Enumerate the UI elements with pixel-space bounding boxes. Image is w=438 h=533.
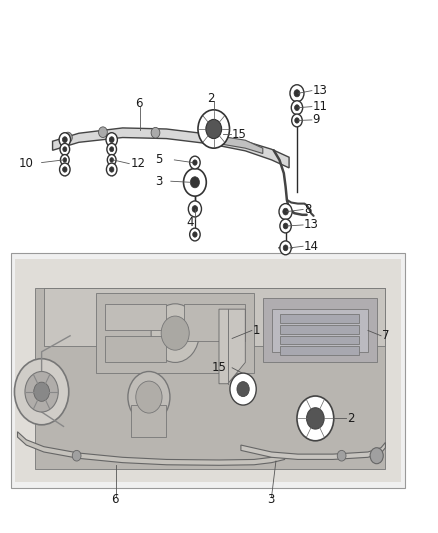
Text: 6: 6 bbox=[111, 494, 119, 506]
Polygon shape bbox=[105, 304, 166, 330]
Bar bbox=[11, 253, 405, 488]
Circle shape bbox=[193, 232, 197, 237]
Circle shape bbox=[151, 127, 160, 138]
Text: 9: 9 bbox=[313, 114, 320, 126]
Text: 15: 15 bbox=[212, 361, 227, 374]
Polygon shape bbox=[280, 336, 359, 344]
Circle shape bbox=[280, 219, 291, 233]
Circle shape bbox=[206, 119, 222, 139]
Text: 15: 15 bbox=[232, 128, 247, 141]
Circle shape bbox=[307, 408, 324, 429]
Circle shape bbox=[230, 373, 256, 405]
Circle shape bbox=[237, 382, 249, 397]
Circle shape bbox=[295, 105, 299, 110]
Text: 13: 13 bbox=[313, 84, 328, 97]
Circle shape bbox=[99, 127, 107, 138]
Polygon shape bbox=[241, 442, 385, 459]
Text: 8: 8 bbox=[304, 203, 311, 216]
Polygon shape bbox=[263, 298, 377, 362]
Polygon shape bbox=[131, 405, 166, 437]
Circle shape bbox=[60, 163, 70, 176]
Bar bbox=[15, 259, 401, 482]
Circle shape bbox=[107, 155, 116, 165]
Circle shape bbox=[107, 143, 117, 155]
Circle shape bbox=[63, 158, 67, 162]
Text: 2: 2 bbox=[347, 412, 355, 425]
Circle shape bbox=[64, 132, 72, 143]
Polygon shape bbox=[18, 432, 285, 465]
Circle shape bbox=[294, 90, 300, 97]
Circle shape bbox=[128, 372, 170, 423]
Text: 5: 5 bbox=[155, 154, 162, 166]
Text: 11: 11 bbox=[313, 100, 328, 113]
Circle shape bbox=[191, 177, 199, 188]
Text: 10: 10 bbox=[19, 157, 34, 170]
Polygon shape bbox=[219, 309, 245, 384]
Circle shape bbox=[110, 158, 113, 162]
Circle shape bbox=[60, 143, 70, 155]
Circle shape bbox=[151, 304, 199, 362]
Text: 2: 2 bbox=[207, 92, 215, 105]
Text: 1: 1 bbox=[253, 324, 261, 337]
Polygon shape bbox=[44, 288, 385, 346]
Polygon shape bbox=[280, 346, 359, 355]
Circle shape bbox=[110, 167, 114, 172]
Circle shape bbox=[193, 160, 197, 165]
Circle shape bbox=[161, 316, 189, 350]
Circle shape bbox=[283, 245, 288, 251]
Polygon shape bbox=[272, 309, 368, 352]
Circle shape bbox=[198, 110, 230, 148]
Polygon shape bbox=[96, 293, 254, 373]
Circle shape bbox=[188, 201, 201, 217]
Circle shape bbox=[337, 450, 346, 461]
Circle shape bbox=[297, 396, 334, 441]
Text: 14: 14 bbox=[304, 240, 319, 253]
Circle shape bbox=[295, 118, 299, 123]
Circle shape bbox=[63, 147, 67, 152]
Text: 3: 3 bbox=[155, 175, 162, 188]
Circle shape bbox=[106, 163, 117, 176]
Circle shape bbox=[14, 359, 69, 425]
Circle shape bbox=[72, 450, 81, 461]
Text: 4: 4 bbox=[187, 216, 194, 229]
Circle shape bbox=[25, 372, 58, 412]
Circle shape bbox=[290, 85, 304, 102]
Circle shape bbox=[59, 133, 71, 147]
Polygon shape bbox=[35, 288, 385, 469]
Circle shape bbox=[192, 206, 198, 212]
Polygon shape bbox=[53, 128, 289, 168]
Polygon shape bbox=[184, 304, 245, 341]
Text: 6: 6 bbox=[134, 97, 142, 110]
Circle shape bbox=[292, 114, 302, 127]
Polygon shape bbox=[201, 133, 263, 154]
Circle shape bbox=[136, 381, 162, 413]
Circle shape bbox=[283, 223, 288, 229]
Circle shape bbox=[279, 204, 292, 220]
Circle shape bbox=[370, 448, 383, 464]
Circle shape bbox=[110, 147, 114, 152]
Circle shape bbox=[219, 133, 228, 144]
Text: 13: 13 bbox=[304, 219, 319, 231]
Circle shape bbox=[63, 167, 67, 172]
Text: 7: 7 bbox=[382, 329, 390, 342]
Circle shape bbox=[283, 208, 288, 215]
Circle shape bbox=[280, 241, 291, 255]
Circle shape bbox=[106, 133, 117, 147]
Circle shape bbox=[34, 382, 49, 401]
Circle shape bbox=[60, 155, 69, 165]
Circle shape bbox=[63, 137, 67, 142]
Text: 12: 12 bbox=[131, 157, 145, 170]
Polygon shape bbox=[280, 325, 359, 334]
Circle shape bbox=[291, 101, 303, 115]
Circle shape bbox=[190, 156, 200, 169]
Circle shape bbox=[190, 228, 200, 241]
Text: 3: 3 bbox=[267, 494, 274, 506]
Circle shape bbox=[110, 137, 114, 142]
Polygon shape bbox=[105, 336, 166, 362]
Polygon shape bbox=[280, 314, 359, 323]
Circle shape bbox=[184, 168, 206, 196]
